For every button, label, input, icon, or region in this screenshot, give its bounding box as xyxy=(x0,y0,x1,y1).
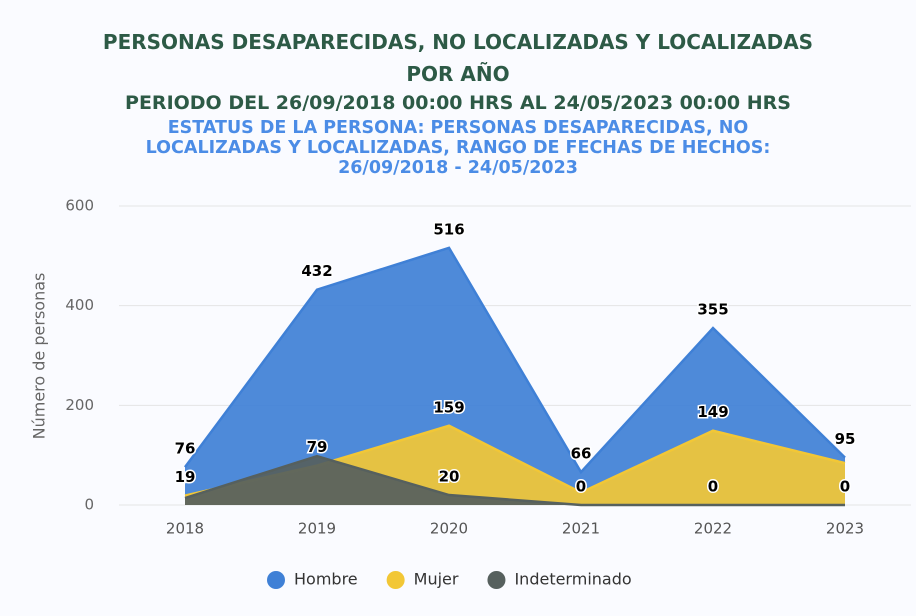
data-label: 159 xyxy=(433,398,464,416)
line xyxy=(183,246,846,475)
area xyxy=(185,247,845,506)
y-tick-label: 200 xyxy=(65,396,94,414)
legend-marker xyxy=(487,571,506,589)
data-label: 149 xyxy=(697,403,728,421)
x-tick-label: 2020 xyxy=(430,520,468,538)
x-tick-label: 2021 xyxy=(562,520,600,538)
legend-marker xyxy=(267,571,285,589)
area xyxy=(185,456,845,505)
chart-title: PERSONAS DESAPARECIDAS, NO LOCALIZADAS Y… xyxy=(102,30,814,86)
x-tick-label: 2023 xyxy=(826,520,864,538)
data-label: 19 xyxy=(175,468,196,486)
legend-marker xyxy=(386,571,405,589)
legend-label: Indeterminado xyxy=(514,570,631,589)
data-label: 66 xyxy=(571,445,592,463)
data-label: 76 xyxy=(175,440,196,458)
legend-label: Mujer xyxy=(414,570,459,589)
chart-subtitle: ESTATUS DE LA PERSONA: PERSONAS DESAPARE… xyxy=(145,118,771,178)
x-tick-label: 2018 xyxy=(166,520,204,538)
data-label: 516 xyxy=(433,220,464,238)
legend-label: Hombre xyxy=(294,570,358,589)
data-label: 79 xyxy=(307,438,328,456)
data-label: 0 xyxy=(840,478,850,496)
data-label: 355 xyxy=(697,301,728,319)
data-label: 20 xyxy=(439,468,460,486)
y-tick-label: 0 xyxy=(84,496,94,514)
y-tick-label: 400 xyxy=(65,296,94,314)
data-label: 0 xyxy=(708,478,718,496)
data-label: 432 xyxy=(301,262,332,280)
y-tick-label: 600 xyxy=(65,197,94,215)
chart-period: PERIODO DEL 26/09/2018 00:00 HRS AL 24/0… xyxy=(125,92,791,114)
y-axis-label: Número de personas xyxy=(30,273,49,440)
data-label: 0 xyxy=(576,478,586,496)
line xyxy=(184,454,845,507)
data-label: 95 xyxy=(835,430,856,448)
x-tick-label: 2022 xyxy=(694,520,732,538)
x-tick-label: 2019 xyxy=(298,520,336,538)
